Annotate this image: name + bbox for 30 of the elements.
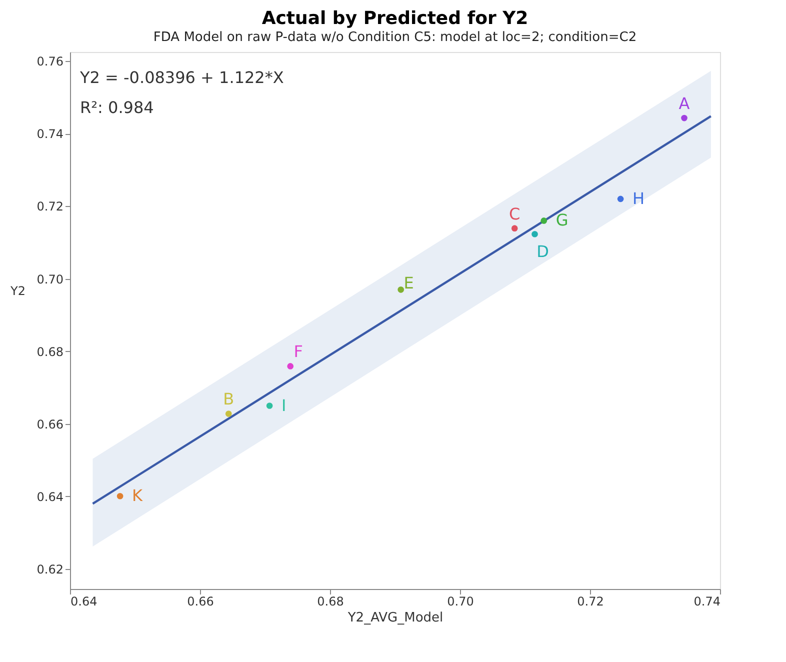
series-label: E — [404, 274, 414, 293]
annotation: R²: 0.984 — [80, 98, 154, 117]
x-tick-label: 0.70 — [447, 594, 474, 608]
y-tick-label: 0.74 — [36, 127, 64, 142]
series-label: K — [132, 486, 144, 506]
x-tick-label: 0.68 — [317, 594, 344, 608]
x-tick-label: 0.64 — [70, 594, 98, 608]
y-tick-label: 0.62 — [36, 562, 64, 577]
series-label: H — [632, 188, 645, 208]
series-label: F — [294, 342, 303, 362]
series-label: G — [556, 210, 568, 230]
y-tick-label: 0.66 — [36, 417, 64, 432]
series-label: B — [223, 390, 234, 409]
y-tick-label: 0.64 — [36, 490, 64, 504]
x-tick-label: 0.72 — [577, 594, 604, 608]
series-label: C — [509, 204, 520, 224]
series-label: A — [678, 94, 690, 114]
chart-title: Actual by Predicted for Y2 — [262, 8, 528, 29]
x-tick-label: 0.66 — [187, 594, 214, 608]
chart-subtitle: FDA Model on raw P-data w/o Condition C5: model at loc=2; condition=C2 — [153, 30, 637, 45]
y-tick-label: 0.68 — [36, 344, 64, 359]
y-tick-label: 0.70 — [36, 272, 64, 286]
y-tick-label: 0.76 — [36, 54, 64, 69]
x-tick-label: 0.74 — [694, 594, 720, 608]
series-label: I — [282, 396, 286, 415]
series-label: D — [536, 242, 549, 262]
y-axis-title: Y2 — [10, 284, 26, 298]
annotation: Y2 = -0.08396 + 1.122*X — [79, 68, 284, 87]
y-tick-label: 0.72 — [36, 200, 64, 214]
x-axis-title: Y2_AVG_Model — [346, 610, 444, 626]
